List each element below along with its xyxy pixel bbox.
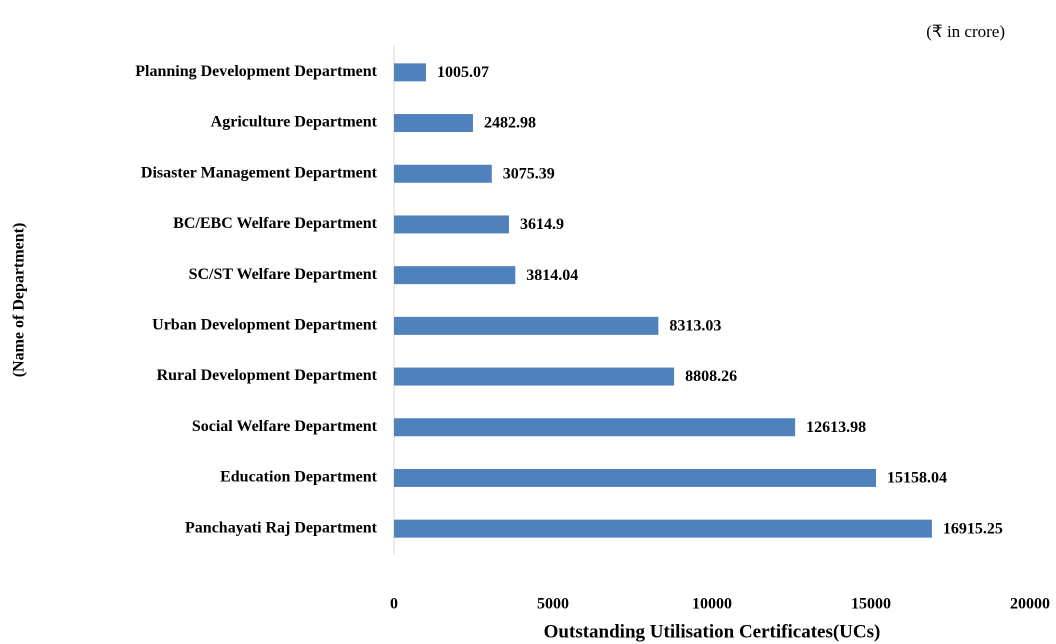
y-tick-label: Urban Development Department: [152, 317, 378, 334]
value-label: 15158.04: [887, 470, 947, 487]
bar: [394, 114, 473, 133]
bar: [394, 215, 509, 234]
y-tick-label: Disaster Management Department: [141, 164, 378, 181]
y-axis-label: (Name of Department): [11, 223, 28, 378]
bar: [394, 367, 675, 386]
y-tick-label: BC/EBC Welfare Department: [173, 215, 378, 232]
y-tick-label: Panchayati Raj Department: [185, 519, 378, 536]
value-label: 3814.04: [526, 267, 578, 284]
bar: [394, 316, 659, 335]
x-tick-label: 20000: [1010, 596, 1050, 613]
value-label: 12613.98: [806, 419, 866, 436]
value-label: 8313.03: [669, 318, 721, 335]
x-tick-label: 0: [390, 596, 398, 613]
y-tick-label: SC/ST Welfare Department: [189, 266, 378, 283]
bar: [394, 468, 877, 487]
bar: [394, 164, 492, 183]
value-label: 2482.98: [484, 115, 536, 132]
y-tick-label: Planning Development Department: [135, 63, 377, 80]
value-label: 1005.07: [437, 64, 489, 81]
bar: [394, 418, 796, 437]
x-tick-label: 5000: [537, 596, 569, 613]
y-tick-label: Rural Development Department: [157, 367, 378, 384]
y-tick-label: Education Department: [220, 469, 378, 486]
value-label: 3614.9: [520, 216, 564, 233]
y-tick-label: Agriculture Department: [211, 114, 378, 131]
x-axis-label: Outstanding Utilisation Certificates(UCs…: [544, 621, 881, 642]
bar: [394, 63, 426, 82]
bar: [394, 266, 516, 285]
value-label: 16915.25: [943, 520, 1003, 537]
x-tick-label: 15000: [851, 596, 891, 613]
bar: [394, 519, 932, 538]
value-label: 8808.26: [685, 368, 737, 385]
value-label: 3075.39: [503, 165, 555, 182]
unit-note: (₹ in crore): [926, 22, 1005, 41]
x-tick-label: 10000: [692, 596, 732, 613]
y-tick-label: Social Welfare Department: [192, 418, 378, 435]
